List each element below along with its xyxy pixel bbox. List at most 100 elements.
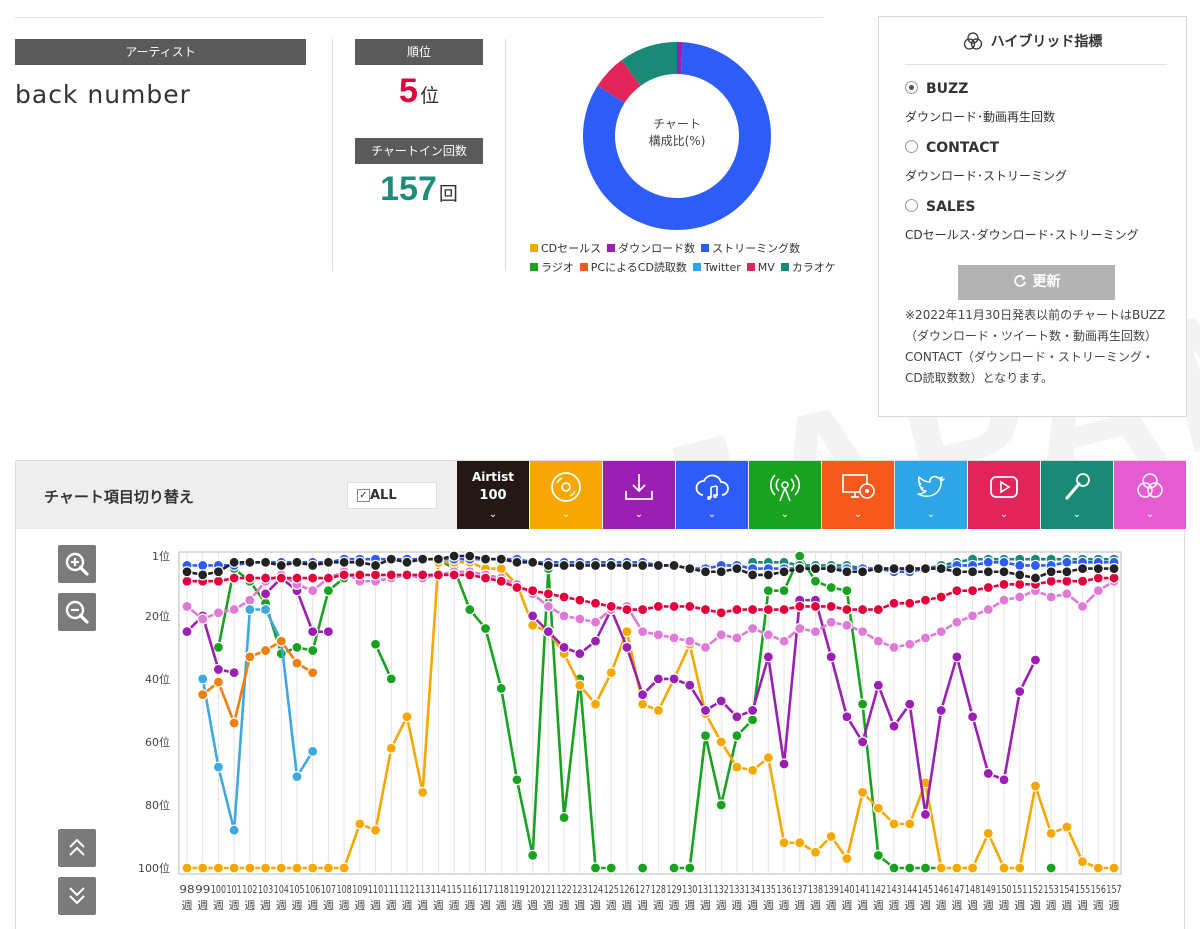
data-point[interactable] bbox=[385, 742, 397, 754]
data-point[interactable] bbox=[731, 761, 743, 773]
data-point[interactable] bbox=[212, 575, 225, 587]
data-point[interactable] bbox=[244, 594, 256, 606]
data-point[interactable] bbox=[244, 651, 256, 663]
data-point[interactable] bbox=[291, 862, 303, 874]
data-point[interactable] bbox=[1029, 780, 1042, 792]
data-point[interactable] bbox=[637, 689, 649, 701]
data-point[interactable] bbox=[244, 862, 256, 874]
data-point[interactable] bbox=[369, 559, 382, 572]
data-point[interactable] bbox=[212, 663, 225, 676]
data-point[interactable] bbox=[982, 581, 994, 594]
data-point[interactable] bbox=[888, 862, 900, 874]
scroll-up-button[interactable] bbox=[58, 829, 96, 867]
data-point[interactable] bbox=[275, 862, 287, 874]
data-point[interactable] bbox=[872, 635, 884, 647]
data-point[interactable] bbox=[401, 556, 413, 568]
data-point[interactable] bbox=[527, 619, 539, 631]
data-point[interactable] bbox=[322, 556, 335, 568]
data-point[interactable] bbox=[307, 745, 319, 757]
data-point[interactable] bbox=[809, 563, 822, 575]
data-point[interactable] bbox=[1045, 862, 1057, 874]
checkbox-check-icon[interactable]: ✓ bbox=[357, 489, 370, 502]
data-point[interactable] bbox=[574, 648, 586, 660]
data-point[interactable] bbox=[684, 862, 696, 874]
data-point[interactable] bbox=[778, 603, 790, 616]
update-button[interactable]: 更新 bbox=[958, 265, 1115, 300]
data-point[interactable] bbox=[275, 572, 287, 584]
data-point[interactable] bbox=[542, 559, 554, 572]
data-point[interactable] bbox=[479, 572, 492, 584]
data-point[interactable] bbox=[637, 698, 649, 710]
data-point[interactable] bbox=[338, 569, 350, 581]
tab-streaming[interactable]: ⌄ bbox=[676, 461, 748, 529]
data-point[interactable] bbox=[1029, 559, 1042, 572]
data-point[interactable] bbox=[417, 569, 429, 581]
data-point[interactable] bbox=[197, 559, 209, 572]
data-point[interactable] bbox=[951, 616, 963, 628]
data-point[interactable] bbox=[888, 720, 900, 732]
data-point[interactable] bbox=[212, 641, 225, 653]
data-point[interactable] bbox=[951, 566, 963, 578]
data-point[interactable] bbox=[479, 622, 492, 635]
data-point[interactable] bbox=[212, 761, 225, 773]
data-point[interactable] bbox=[715, 629, 727, 641]
data-point[interactable] bbox=[307, 626, 319, 638]
data-point[interactable] bbox=[778, 566, 790, 578]
data-point[interactable] bbox=[181, 862, 193, 874]
data-point[interactable] bbox=[589, 616, 602, 628]
data-point[interactable] bbox=[432, 553, 444, 565]
data-point[interactable] bbox=[1045, 827, 1057, 839]
data-point[interactable] bbox=[857, 603, 869, 616]
data-point[interactable] bbox=[307, 572, 319, 584]
tab-radio[interactable]: ⌄ bbox=[749, 461, 821, 529]
data-point[interactable] bbox=[809, 575, 822, 587]
data-point[interactable] bbox=[731, 711, 743, 723]
data-point[interactable] bbox=[857, 698, 869, 710]
data-point[interactable] bbox=[417, 553, 429, 565]
data-point[interactable] bbox=[1045, 591, 1057, 603]
data-point[interactable] bbox=[668, 862, 680, 874]
data-point[interactable] bbox=[1092, 563, 1104, 575]
data-point[interactable] bbox=[904, 563, 916, 575]
data-point[interactable] bbox=[825, 600, 837, 613]
data-point[interactable] bbox=[291, 556, 303, 568]
data-point[interactable] bbox=[1045, 566, 1057, 578]
data-point[interactable] bbox=[212, 862, 225, 874]
data-point[interactable] bbox=[794, 550, 806, 562]
data-point[interactable] bbox=[668, 600, 680, 613]
data-point[interactable] bbox=[762, 585, 774, 597]
data-point[interactable] bbox=[464, 569, 476, 581]
data-point[interactable] bbox=[1092, 572, 1104, 584]
data-point[interactable] bbox=[966, 585, 979, 597]
data-point[interactable] bbox=[731, 632, 743, 644]
data-point[interactable] bbox=[589, 597, 602, 609]
data-point[interactable] bbox=[982, 827, 994, 839]
data-point[interactable] bbox=[605, 559, 617, 572]
data-point[interactable] bbox=[699, 566, 712, 578]
data-point[interactable] bbox=[338, 862, 350, 874]
tab-airtist100[interactable]: Airtist 100 ⌄ bbox=[457, 461, 529, 529]
data-point[interactable] bbox=[684, 563, 696, 575]
data-point[interactable] bbox=[684, 600, 696, 613]
data-point[interactable] bbox=[322, 572, 335, 584]
data-point[interactable] bbox=[259, 556, 272, 568]
data-point[interactable] bbox=[511, 774, 523, 786]
scroll-down-button[interactable] bbox=[58, 877, 96, 915]
data-point[interactable] bbox=[841, 619, 853, 631]
data-point[interactable] bbox=[527, 610, 539, 622]
data-point[interactable] bbox=[228, 603, 240, 616]
data-point[interactable] bbox=[574, 679, 586, 691]
data-point[interactable] bbox=[951, 651, 963, 663]
data-point[interactable] bbox=[762, 629, 774, 641]
data-point[interactable] bbox=[542, 600, 554, 613]
data-point[interactable] bbox=[794, 837, 806, 849]
data-point[interactable] bbox=[322, 585, 335, 597]
data-point[interactable] bbox=[1014, 559, 1026, 572]
data-point[interactable] bbox=[212, 566, 225, 578]
data-point[interactable] bbox=[998, 578, 1010, 590]
data-point[interactable] bbox=[935, 862, 947, 874]
data-point[interactable] bbox=[291, 771, 303, 783]
data-point[interactable] bbox=[857, 566, 869, 578]
data-point[interactable] bbox=[637, 626, 649, 638]
data-point[interactable] bbox=[574, 594, 586, 606]
